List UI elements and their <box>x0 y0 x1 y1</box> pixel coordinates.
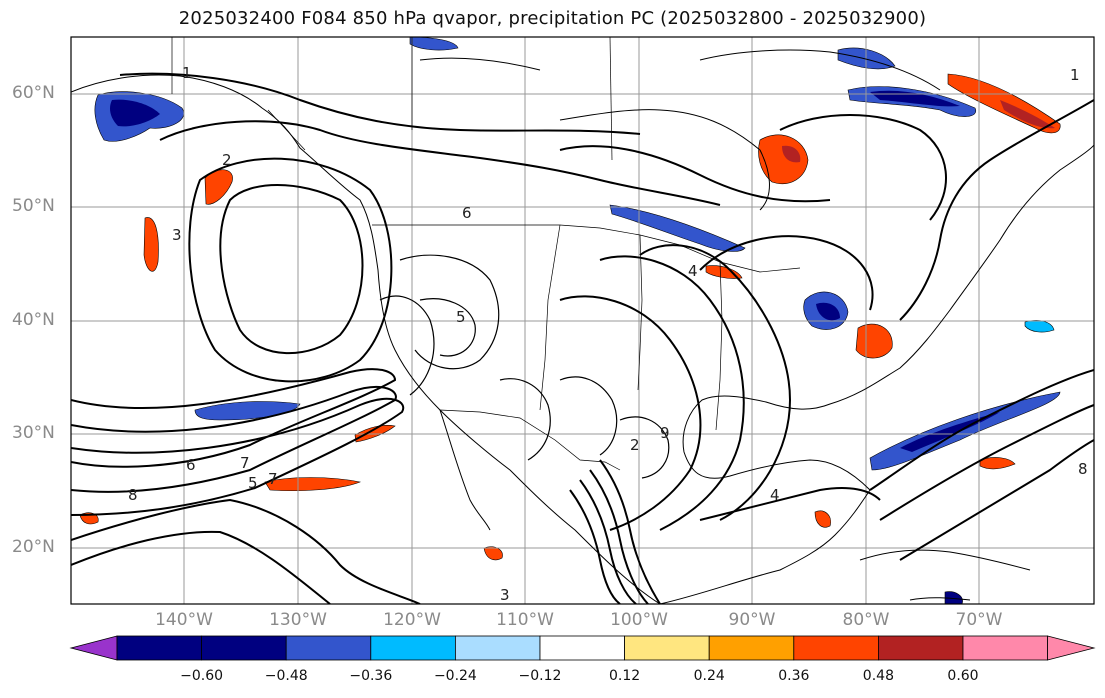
contour-label: 1 <box>182 64 192 82</box>
map-frame <box>70 36 1095 605</box>
lat-label-60n: 60°N <box>12 83 55 103</box>
political-borders <box>171 37 801 471</box>
contour-label: 4 <box>688 262 698 280</box>
neg-anomaly-blob <box>944 591 963 604</box>
contour-label: 3 <box>500 586 510 604</box>
contour-label: 5 <box>248 474 258 492</box>
colorbar-extend-low <box>69 635 118 661</box>
lat-label-40n: 40°N <box>12 310 55 330</box>
colorbar-tick-label: 0.36 <box>778 668 810 684</box>
lon-label-120w: 120°W <box>383 610 441 630</box>
pos-anomaly-band <box>264 477 362 492</box>
pos-anomaly-blob <box>705 265 743 279</box>
contour-label: 7 <box>268 470 278 488</box>
colorbar-bin <box>624 635 710 661</box>
colorbar <box>69 635 1096 661</box>
lon-label-100w: 100°W <box>610 610 668 630</box>
neg-anomaly-band <box>194 401 301 421</box>
lon-label-110w: 110°W <box>496 610 554 630</box>
colorbar-tick-label: −0.60 <box>180 668 224 684</box>
contour-label: 9 <box>660 424 670 442</box>
pos-anomaly-blob <box>814 510 831 528</box>
colorbar-bin <box>201 635 287 661</box>
neg-anomaly-core <box>870 90 960 107</box>
contour-label: 7 <box>240 454 250 472</box>
map-title: 2025032400 F084 850 hPa qvapor, precipit… <box>178 8 927 29</box>
colorbar-bin <box>539 635 625 661</box>
precip-shading <box>79 37 1061 604</box>
lat-label-20n: 20°N <box>12 537 55 557</box>
colorbar-extend-high <box>1047 635 1096 661</box>
lon-label-80w: 80°W <box>842 610 890 630</box>
pos-anomaly-core <box>782 145 801 163</box>
coastlines <box>71 49 1094 604</box>
colorbar-tick-label: −0.36 <box>349 668 393 684</box>
colorbar-bin <box>370 635 456 661</box>
neg-anomaly-blob <box>409 37 459 51</box>
contour-label: 8 <box>128 486 138 504</box>
colorbar-tick-label: 0.48 <box>862 668 894 684</box>
contour-label: 6 <box>462 204 472 222</box>
colorbar-bin <box>116 635 202 661</box>
colorbar-tick-label: −0.24 <box>433 668 477 684</box>
colorbar-tick-label: −0.48 <box>264 668 308 684</box>
contour-label: 1 <box>1070 66 1080 84</box>
contour-label: 6 <box>186 456 196 474</box>
contour-label: 8 <box>1078 460 1088 478</box>
neg-anomaly-blob <box>1024 320 1055 333</box>
contour-label-group: 1 2 3 4 5 6 7 8 9 1 2 3 4 5 6 7 8 <box>128 64 1088 604</box>
neg-anomaly-core <box>816 302 840 321</box>
lon-label-90w: 90°W <box>728 610 776 630</box>
pos-anomaly-blob <box>143 217 159 272</box>
colorbar-bin <box>708 635 795 661</box>
colorbar-tick-label: −0.12 <box>518 668 562 684</box>
contour-label: 4 <box>770 486 780 504</box>
colorbar-bin <box>793 635 879 661</box>
neg-anomaly-band <box>869 391 1061 471</box>
contour-label: 3 <box>172 226 182 244</box>
pos-anomaly-core <box>1000 100 1055 129</box>
lon-label-130w: 130°W <box>269 610 327 630</box>
colorbar-tick-label: 0.24 <box>693 668 725 684</box>
colorbar-bin <box>285 635 372 661</box>
pos-anomaly-blob <box>979 457 1016 470</box>
lon-label-140w: 140°W <box>155 610 213 630</box>
lat-label-50n: 50°N <box>12 196 55 216</box>
lat-label-30n: 30°N <box>12 423 55 443</box>
pos-anomaly-blob <box>483 546 503 561</box>
neg-anomaly-core <box>110 99 160 127</box>
colorbar-tick-label: 0.12 <box>609 668 641 684</box>
contour-label: 2 <box>630 436 640 454</box>
contour-label: 2 <box>222 151 232 169</box>
colorbar-bin <box>962 635 1048 661</box>
pos-anomaly-blob <box>855 323 893 359</box>
colorbar-bin <box>878 635 964 661</box>
contour-label: 5 <box>456 308 466 326</box>
colorbar-bin <box>454 635 541 661</box>
qvapor-contours-thin <box>379 254 670 479</box>
pos-anomaly-blob <box>758 134 809 184</box>
neg-anomaly-band <box>609 204 746 252</box>
colorbar-tick-label: 0.60 <box>947 668 979 684</box>
lon-label-70w: 70°W <box>955 610 1003 630</box>
qvapor-contours <box>71 72 1094 604</box>
